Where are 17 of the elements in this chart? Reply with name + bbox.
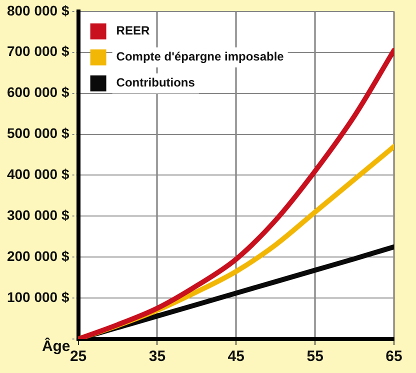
y-tick-label: 300 000 $ [6, 207, 70, 224]
x-tick-label: 45 [228, 348, 244, 366]
y-tick-label: 400 000 $ [6, 166, 70, 182]
x-tick-label: 25 [70, 348, 87, 366]
y-tick-label: 600 000 $ [6, 84, 70, 100]
x-tick-label: 65 [386, 348, 402, 366]
y-tick-label: 500 000 $ [6, 125, 70, 142]
y-tick-label: 200 000 $ [6, 248, 70, 264]
y-tick-label: 100 000 $ [6, 288, 70, 305]
legend-label: REER [116, 24, 150, 38]
y-tick-label: 700 000 $ [6, 43, 70, 60]
x-tick-label: 35 [148, 348, 166, 366]
y-tick-label: 800 000 $ [6, 2, 70, 18]
legend-label: Contributions [116, 76, 196, 90]
x-tick-label: 55 [306, 348, 324, 366]
x-axis-title: Âge [42, 337, 70, 356]
legend-label: Compte d'épargne imposable [116, 50, 284, 64]
